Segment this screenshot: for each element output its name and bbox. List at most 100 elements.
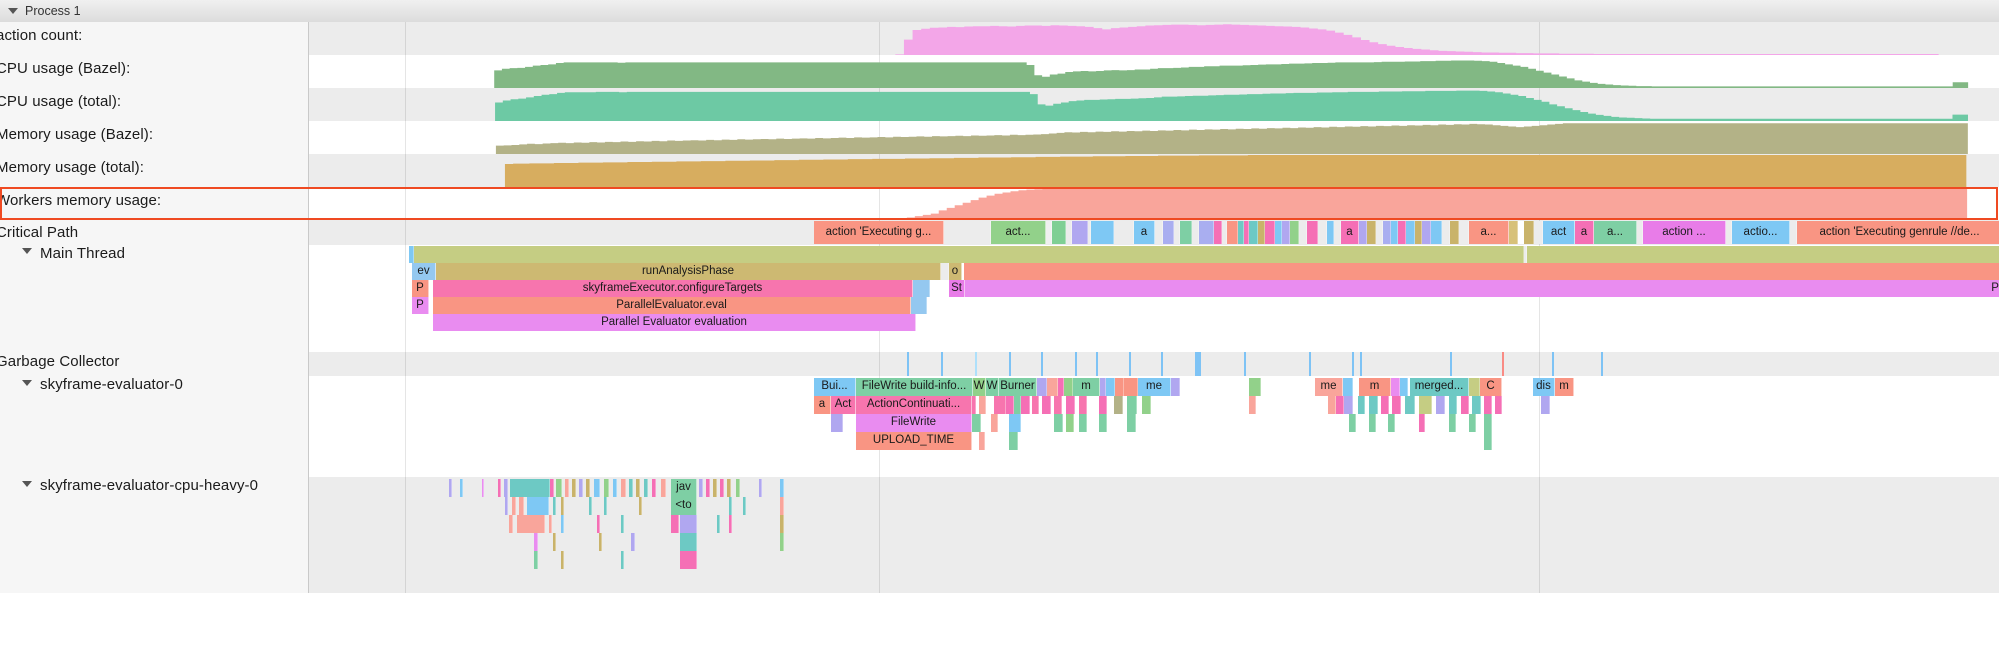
flame-block[interactable] <box>1066 396 1075 414</box>
flame-block[interactable] <box>1541 396 1550 414</box>
flame-block[interactable] <box>699 479 703 497</box>
gc-marker[interactable] <box>1129 352 1131 376</box>
critical-path-block[interactable] <box>1391 221 1398 244</box>
flame-block[interactable] <box>1392 396 1401 414</box>
critical-path-block[interactable] <box>1091 221 1114 244</box>
flame-block[interactable]: runAnalysisPhase <box>436 263 941 280</box>
metric-track-cpu-bazel[interactable] <box>309 55 1999 88</box>
flame-block[interactable] <box>780 479 784 497</box>
critical-path-block[interactable] <box>1275 221 1282 244</box>
critical-path-block[interactable] <box>1790 221 1797 244</box>
flame-block[interactable] <box>1419 396 1432 414</box>
critical-path-block[interactable]: actio... <box>1732 221 1790 244</box>
flame-block[interactable] <box>1066 414 1074 432</box>
flame-block[interactable] <box>1484 396 1492 414</box>
critical-path-block[interactable] <box>1072 221 1088 244</box>
critical-path-block[interactable] <box>1199 221 1214 244</box>
flame-block[interactable] <box>911 297 927 314</box>
flame-block[interactable]: m <box>1555 378 1574 396</box>
flame-block[interactable] <box>913 280 930 297</box>
flame-block[interactable] <box>727 479 731 497</box>
flame-block[interactable] <box>1495 396 1502 414</box>
gc-marker[interactable] <box>1552 352 1554 376</box>
flame-block[interactable] <box>572 479 576 497</box>
flame-block[interactable] <box>1388 414 1395 432</box>
critical-path-block[interactable] <box>1415 221 1422 244</box>
flame-block[interactable] <box>553 497 556 515</box>
flame-block[interactable] <box>780 533 784 551</box>
critical-path-block[interactable]: a <box>1341 221 1359 244</box>
garbage-collector-track[interactable] <box>309 352 1999 376</box>
gc-marker[interactable] <box>907 352 909 376</box>
critical-path-block[interactable] <box>1192 221 1199 244</box>
flame-block[interactable] <box>599 533 602 551</box>
flame-block[interactable]: Parallel Evaluator evaluation <box>433 314 916 331</box>
flame-block[interactable] <box>565 479 569 497</box>
gc-marker[interactable] <box>1096 352 1098 376</box>
flame-block[interactable] <box>729 515 732 533</box>
flame-block[interactable] <box>631 533 635 551</box>
critical-path-block[interactable] <box>1518 221 1524 244</box>
critical-path-block[interactable] <box>1327 221 1334 244</box>
flame-block[interactable]: ParallelEvaluator.eval <box>433 297 911 314</box>
flame-block[interactable] <box>644 479 648 497</box>
flame-block[interactable] <box>1484 414 1492 432</box>
flame-block[interactable] <box>1524 246 1527 263</box>
gc-marker[interactable] <box>1197 352 1199 376</box>
critical-path-block[interactable] <box>1524 221 1534 244</box>
critical-path-block[interactable] <box>1052 221 1066 244</box>
flame-block[interactable] <box>780 497 784 515</box>
flame-block[interactable] <box>743 497 746 515</box>
section-label-skyframe-evaluator-cpu-heavy-0[interactable]: skyframe-evaluator-cpu-heavy-0 <box>0 477 308 497</box>
critical-path-block[interactable] <box>1222 221 1227 244</box>
metric-track-mem-total[interactable] <box>309 154 1999 187</box>
flame-block[interactable] <box>1328 396 1336 414</box>
flame-block[interactable]: Parallel Evaluator evaluation <box>965 280 1999 297</box>
flame-block[interactable] <box>409 246 414 263</box>
critical-path-block[interactable]: a... <box>1469 221 1509 244</box>
critical-path-block[interactable] <box>1249 221 1258 244</box>
flame-block[interactable] <box>1127 414 1136 432</box>
gc-marker[interactable] <box>1360 352 1362 376</box>
flame-block[interactable] <box>1449 396 1457 414</box>
flame-block[interactable]: Bui... <box>814 378 856 396</box>
flame-block[interactable] <box>509 515 513 533</box>
gc-marker[interactable] <box>941 352 943 376</box>
flame-block[interactable] <box>449 479 452 497</box>
flame-block[interactable] <box>534 533 538 551</box>
flame-block[interactable]: <to <box>671 497 697 515</box>
critical-path-block[interactable] <box>1282 221 1290 244</box>
critical-path-block[interactable] <box>1307 221 1318 244</box>
gc-marker[interactable] <box>1161 352 1163 376</box>
critical-path-block[interactable]: a <box>1134 221 1155 244</box>
critical-path-track[interactable]: action 'Executing g... act... a a a... act a a.… <box>309 220 1999 245</box>
flame-block[interactable]: m <box>1073 378 1100 396</box>
flame-block[interactable] <box>1115 378 1124 396</box>
flame-block[interactable]: St <box>949 280 965 297</box>
flame-block[interactable] <box>1042 396 1051 414</box>
critical-path-block[interactable]: act... <box>991 221 1046 244</box>
flame-block[interactable] <box>460 479 463 497</box>
flame-block[interactable] <box>979 396 986 414</box>
triangle-down-icon[interactable] <box>22 380 32 386</box>
flame-block[interactable] <box>1142 396 1151 414</box>
critical-path-block[interactable] <box>1422 221 1431 244</box>
skyframe-cpu-heavy-0-row-2-track[interactable] <box>309 515 1999 533</box>
flame-block[interactable] <box>972 414 981 432</box>
flame-block[interactable] <box>629 479 633 497</box>
flame-block[interactable] <box>680 551 697 569</box>
flame-block[interactable] <box>1100 378 1106 396</box>
flame-block[interactable] <box>414 246 1524 263</box>
flame-block[interactable] <box>613 479 617 497</box>
gc-marker[interactable] <box>1199 352 1201 376</box>
triangle-down-icon[interactable] <box>22 248 32 254</box>
critical-path-block[interactable] <box>1359 221 1367 244</box>
flame-block[interactable] <box>1009 432 1018 450</box>
flame-block[interactable] <box>1009 414 1021 432</box>
flame-block[interactable] <box>519 497 524 515</box>
critical-path-block[interactable] <box>1726 221 1732 244</box>
skyframe-evaluator-0-row-3-track[interactable]: UPLOAD_TIME <box>309 432 1999 450</box>
flame-block[interactable]: FileWrite <box>856 414 972 432</box>
flame-block[interactable] <box>534 551 538 569</box>
